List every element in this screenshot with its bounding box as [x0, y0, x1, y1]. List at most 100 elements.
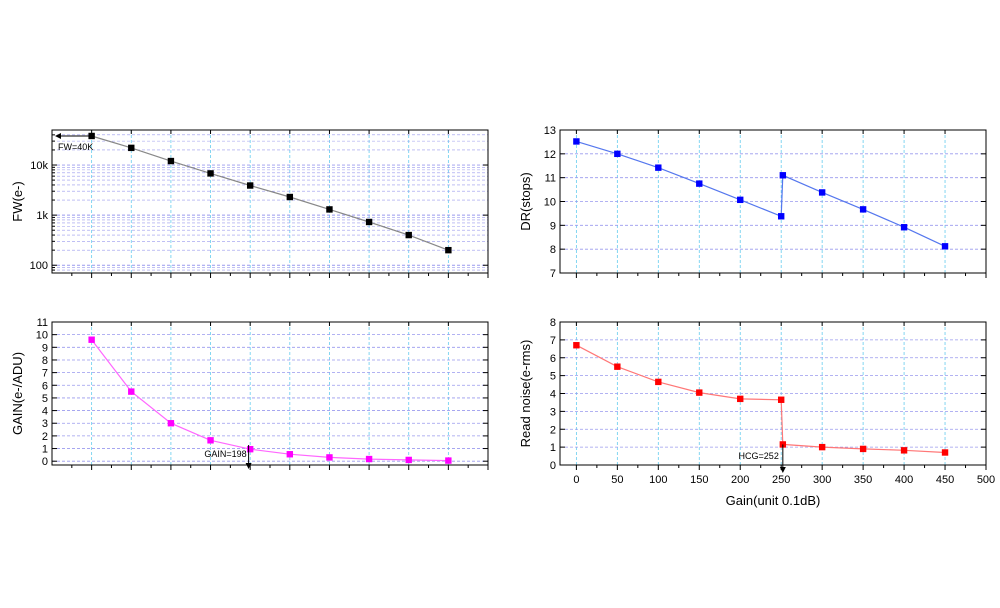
data-point: [286, 451, 294, 458]
chart-fw: 100 1k 10k FW(e-) FW=40K: [10, 129, 489, 278]
y-tick-label: 7: [42, 368, 48, 380]
data-point: [777, 213, 785, 220]
data-point: [573, 138, 580, 145]
y-tick-label: 3: [550, 406, 556, 418]
data-point: [365, 218, 373, 226]
x-tick-label: 200: [731, 474, 749, 486]
data-point: [128, 388, 135, 395]
data-point: [167, 420, 175, 427]
y-tick-label: 2: [42, 431, 48, 443]
series-line: [576, 140, 946, 247]
data-point: [859, 206, 867, 213]
chart-dr: 7 8 9 10 11 12 13 DR(stops): [518, 125, 987, 280]
y-axis-label: FW(e-): [10, 181, 25, 221]
plot-frame: [51, 321, 489, 466]
chart-rn: 0 1 2 3 4 5 6 7 8 0 50 100 150 200 250 300 350 400 450 500 R…: [518, 317, 995, 508]
y-tick-label: 100: [30, 260, 48, 272]
x-tick-label: 500: [977, 474, 995, 486]
y-tick-label: 5: [42, 393, 48, 405]
data-point: [405, 456, 412, 464]
data-point: [207, 170, 214, 177]
data-point: [614, 150, 621, 158]
y-axis-label: DR(stops): [518, 172, 533, 231]
annotation-arrowhead: [245, 463, 252, 469]
y-tick-label: 7: [550, 335, 556, 347]
annotation-arrowhead: [779, 467, 786, 473]
x-tick-label: 250: [772, 474, 790, 486]
y-tick-label: 7: [550, 268, 556, 280]
x-tick-label: 300: [813, 474, 831, 486]
data-point: [818, 189, 826, 196]
y-tick-label: 6: [42, 380, 48, 392]
data-point: [246, 182, 254, 189]
y-axis-label: GAIN(e-/ADU): [10, 352, 25, 435]
x-axis-label: Gain(unit 0.1dB): [726, 493, 821, 508]
data-point: [614, 363, 621, 370]
annotation-label: HCG=252: [739, 451, 779, 461]
data-point: [326, 454, 333, 461]
x-tick-label: 400: [895, 474, 913, 486]
y-tick-label: 1: [550, 442, 556, 454]
y-tick-label: 9: [42, 342, 48, 354]
x-tick-label: 50: [611, 474, 623, 486]
data-point: [655, 164, 662, 171]
y-axis-label: Read noise(e-rms): [518, 340, 533, 448]
x-tick-label: 100: [649, 474, 667, 486]
data-point: [900, 447, 908, 454]
data-point: [779, 441, 787, 448]
data-point: [445, 457, 452, 464]
plot-frame: [51, 129, 489, 274]
data-point: [88, 132, 95, 140]
data-point: [777, 396, 785, 403]
data-point: [167, 157, 175, 165]
y-tick-label: 4: [42, 406, 48, 418]
annotation-label: GAIN=198: [204, 449, 246, 459]
data-point: [941, 243, 949, 250]
y-tick-label: 0: [42, 456, 48, 468]
data-point: [88, 336, 95, 343]
data-point: [573, 342, 580, 349]
data-point: [696, 389, 703, 396]
data-point: [779, 172, 787, 179]
annotation-arrowhead: [55, 132, 61, 139]
data-point: [818, 443, 826, 451]
data-point: [286, 193, 294, 201]
y-tick-label: 6: [550, 353, 556, 365]
x-tick-label: 0: [573, 474, 579, 486]
data-point: [326, 206, 333, 213]
series-line: [91, 339, 449, 462]
data-point: [900, 224, 908, 231]
x-tick-label: 450: [936, 474, 954, 486]
y-tick-label: 9: [550, 220, 556, 232]
y-tick-label: 8: [42, 355, 48, 367]
y-tick-label: 2: [550, 424, 556, 436]
data-point: [445, 246, 452, 254]
y-tick-label: 10k: [30, 160, 48, 172]
y-tick-label: 5: [550, 371, 556, 383]
y-tick-label: 10: [36, 330, 48, 342]
data-point: [696, 180, 703, 187]
x-tick-label: 350: [854, 474, 872, 486]
series-line: [576, 344, 946, 454]
data-point: [941, 449, 949, 456]
x-tick-label: 150: [690, 474, 708, 486]
data-point: [655, 378, 662, 386]
data-point: [207, 437, 214, 444]
data-point: [859, 445, 867, 453]
data-point: [405, 231, 412, 239]
series-line: [91, 135, 449, 251]
data-point: [737, 196, 744, 204]
annotation-label: FW=40K: [58, 142, 93, 152]
y-tick-label: 13: [544, 125, 556, 137]
y-tick-label: 1k: [36, 210, 48, 222]
y-tick-label: 0: [550, 460, 556, 472]
data-point: [128, 144, 135, 152]
y-tick-label: 10: [544, 197, 556, 209]
y-tick-label: 12: [544, 149, 556, 161]
y-tick-label: 8: [550, 317, 556, 329]
y-tick-label: 8: [550, 244, 556, 256]
y-tick-label: 3: [42, 418, 48, 430]
y-tick-label: 1: [42, 444, 48, 456]
